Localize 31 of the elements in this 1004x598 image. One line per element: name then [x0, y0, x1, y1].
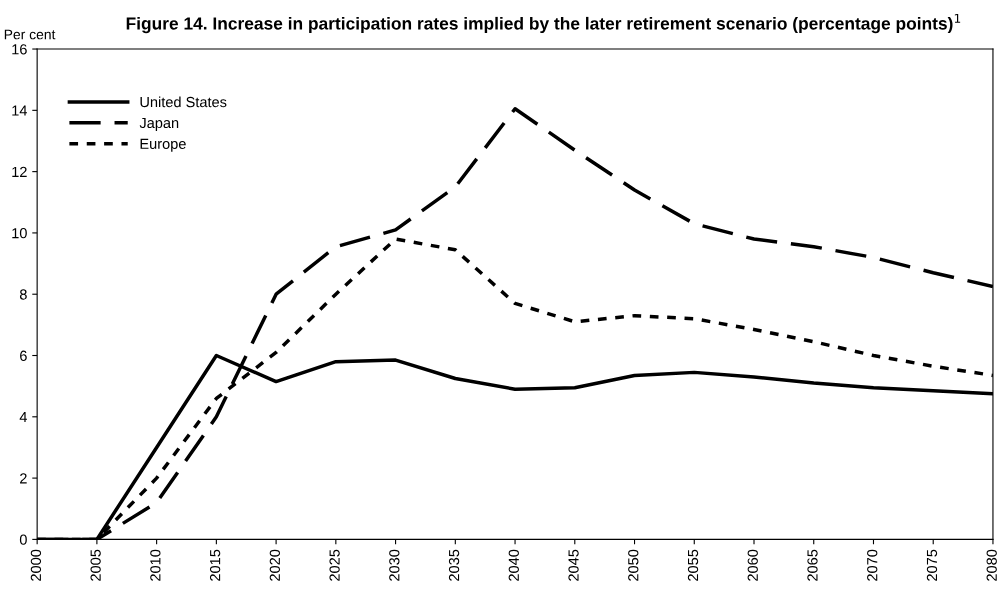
legend-label: Europe: [140, 138, 186, 152]
x-tick-label: 2080: [986, 549, 997, 581]
y-tick-label: 2: [20, 473, 27, 484]
y-tick-label: 14: [12, 105, 27, 116]
x-tick-label: 2035: [448, 549, 460, 581]
x-tick-label: 2045: [568, 549, 579, 581]
x-tick-label: 2000: [30, 549, 42, 581]
x-tick-label: 2075: [926, 549, 938, 581]
legend-label: United States: [140, 96, 227, 108]
y-tick-label: 10: [12, 228, 27, 239]
y-tick-label: 4: [19, 412, 27, 423]
x-tick-label: 2060: [747, 549, 758, 581]
x-tick-label: 2025: [329, 549, 340, 581]
x-tick-label: 2055: [687, 549, 699, 581]
x-tick-label: 2030: [389, 549, 400, 581]
x-tick-label: 2015: [209, 549, 221, 581]
x-tick-label: 2010: [150, 549, 161, 581]
x-tick-label: 2050: [628, 549, 639, 581]
x-tick-label: 2020: [269, 549, 281, 581]
y-axis-title: Per cent: [4, 29, 56, 40]
y-tick-label: 12: [12, 166, 27, 177]
x-tick-label: 2005: [90, 549, 101, 581]
chart-title: Figure 14. Increase in participation rates implied by the later retirement scenario (percentage points)$^{1}$: [126, 13, 961, 34]
x-tick-label: 2070: [867, 549, 878, 581]
x-tick-label: 2040: [508, 549, 519, 581]
x-tick-label: 2065: [807, 549, 818, 581]
y-tick-label: 0: [19, 534, 27, 545]
y-tick-label: 16: [12, 44, 27, 55]
y-tick-label: 8: [19, 289, 27, 300]
y-tick-label: 6: [20, 350, 27, 361]
legend-label: Japan: [139, 117, 179, 131]
